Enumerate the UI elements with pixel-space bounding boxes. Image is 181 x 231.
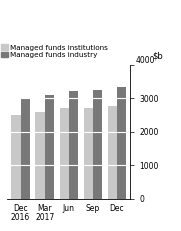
Bar [35,112,45,199]
Legend: Managed funds institutions, Managed funds industry: Managed funds institutions, Managed fund… [1,45,108,58]
Bar [93,91,102,199]
Bar [20,97,30,199]
Bar [45,95,54,199]
Bar [117,87,126,199]
Bar [11,115,20,199]
Bar [69,91,78,199]
Text: 4000: 4000 [135,56,155,65]
Text: $b: $b [152,52,163,61]
Bar [60,108,69,199]
Bar [84,108,93,199]
Bar [108,106,117,199]
